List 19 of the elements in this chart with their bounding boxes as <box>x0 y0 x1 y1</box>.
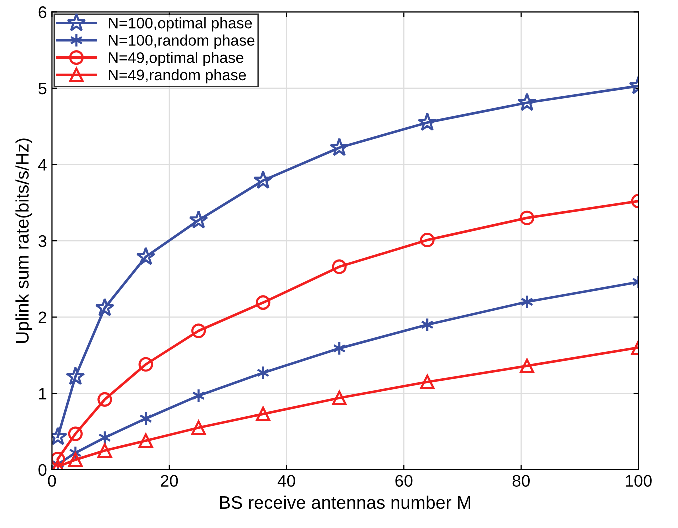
legend-label: N=49,random phase <box>109 69 246 84</box>
y-tick-label: 0 <box>38 464 47 476</box>
y-tick-label: 2 <box>38 312 47 324</box>
legend-label: N=49,optimal phase <box>109 52 244 66</box>
y-tick-label: 1 <box>39 388 47 400</box>
x-tick-label: 60 <box>396 475 413 488</box>
y-tick-label: 3 <box>38 235 47 248</box>
x-tick-label: 40 <box>278 475 296 488</box>
x-tick-label: 20 <box>161 475 178 488</box>
x-tick-label: 100 <box>626 475 652 488</box>
x-axis-title: BS receive antennas number M <box>220 496 470 510</box>
y-tick-label: 4 <box>38 159 47 171</box>
y-axis-title: Uplink sum rate(bits/s/Hz) <box>16 138 33 343</box>
legend-label: N=100,random phase <box>109 34 255 50</box>
y-tick-label: 5 <box>38 83 47 95</box>
y-tick-label: 6 <box>38 6 47 18</box>
x-tick-label: 80 <box>512 475 530 488</box>
legend-label: N=100,optimal phase <box>109 17 252 32</box>
x-tick-label: 0 <box>48 475 56 488</box>
